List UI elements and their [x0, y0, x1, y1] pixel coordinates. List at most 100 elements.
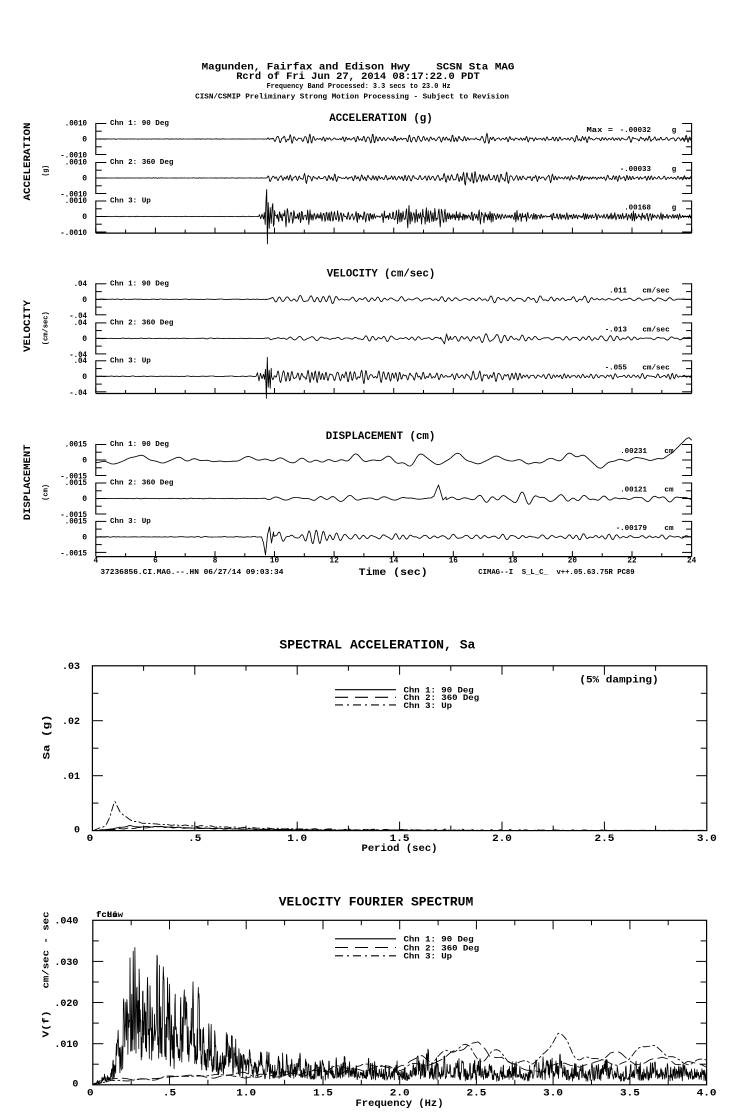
svg-text:4: 4	[94, 557, 99, 566]
svg-text:Chn 2: 360 Deg: Chn 2: 360 Deg	[404, 943, 480, 953]
svg-text:3.0: 3.0	[697, 833, 717, 845]
svg-text:2.5: 2.5	[467, 1087, 487, 1099]
svg-text:Frequency (Hz): Frequency (Hz)	[356, 1098, 444, 1110]
svg-text:1.5: 1.5	[313, 1087, 333, 1099]
svg-text:CIMAG--I S_L_C_ v++.05.63.75: CIMAG--I S_L_C_ v++.05.63.75R PC89	[478, 569, 635, 577]
svg-text:Max =: Max =	[587, 127, 614, 135]
svg-text:Chn 3: Up: Chn 3: Up	[110, 198, 151, 206]
svg-text:14: 14	[389, 557, 398, 566]
svg-text:.00168: .00168	[624, 205, 651, 213]
svg-text:0: 0	[82, 175, 87, 184]
svg-text:0: 0	[82, 457, 87, 466]
svg-text:3.0: 3.0	[543, 1087, 563, 1099]
svg-text:SPECTRAL ACCELERATION, Sa: SPECTRAL ACCELERATION, Sa	[279, 637, 475, 652]
svg-text:Chn 2: 360 Deg: Chn 2: 360 Deg	[110, 319, 174, 327]
svg-text:fcHi: fcHi	[96, 910, 118, 920]
svg-text:-.0015: -.0015	[60, 511, 87, 520]
svg-text:4.0: 4.0	[697, 1087, 717, 1099]
svg-text:ACCELERATION (g): ACCELERATION (g)	[329, 113, 433, 125]
svg-text:.0015: .0015	[65, 441, 87, 450]
svg-text:.030: .030	[54, 958, 78, 969]
svg-text:0: 0	[72, 1080, 78, 1091]
svg-text:.020: .020	[54, 999, 78, 1010]
svg-text:g: g	[672, 127, 677, 135]
svg-text:.5: .5	[188, 833, 201, 845]
svg-text:Chn 3: Up: Chn 3: Up	[110, 518, 151, 526]
svg-text:1.5: 1.5	[390, 833, 410, 845]
svg-text:DISPLACEMENT: DISPLACEMENT	[22, 445, 34, 521]
svg-text:1.0: 1.0	[236, 1087, 256, 1099]
svg-text:Chn 3: Up: Chn 3: Up	[404, 701, 453, 711]
svg-text:24: 24	[687, 557, 696, 566]
svg-text:cm/sec: cm/sec	[642, 364, 670, 372]
svg-text:-.055: -.055	[605, 364, 628, 372]
svg-text:Chn 2: 360 Deg: Chn 2: 360 Deg	[404, 693, 480, 703]
svg-text:cm: cm	[664, 487, 674, 495]
svg-text:.0015: .0015	[65, 479, 87, 488]
svg-text:-.04: -.04	[69, 312, 87, 321]
svg-text:16: 16	[449, 557, 458, 566]
svg-text:3.5: 3.5	[620, 1087, 640, 1099]
svg-text:.0010: .0010	[65, 120, 87, 129]
svg-text:VELOCITY (cm/sec): VELOCITY (cm/sec)	[327, 269, 435, 281]
svg-text:cm/sec: cm/sec	[642, 326, 670, 334]
svg-text:6: 6	[153, 557, 158, 566]
svg-text:.040: .040	[54, 917, 78, 928]
svg-text:.01: .01	[62, 772, 80, 783]
svg-text:-.0010: -.0010	[60, 229, 87, 238]
svg-text:1.0: 1.0	[287, 833, 307, 845]
svg-text:(g): (g)	[43, 165, 51, 177]
svg-text:cm/sec: cm/sec	[642, 287, 670, 295]
svg-text:0: 0	[87, 1087, 94, 1099]
svg-text:Magunden, Fairfax and Edison H: Magunden, Fairfax and Edison Hwy SCSN St…	[202, 61, 515, 73]
svg-text:.04: .04	[74, 280, 88, 289]
svg-text:2.0: 2.0	[390, 1087, 410, 1099]
svg-text:.0015: .0015	[65, 518, 87, 527]
svg-text:37236856.CI.MAG.--.HN 06/27/14: 37236856.CI.MAG.--.HN 06/27/14 09:03:34	[100, 569, 284, 577]
svg-text:fcLow: fcLow	[96, 910, 124, 920]
svg-text:.02: .02	[62, 717, 80, 728]
svg-text:Rcrd of Fri Jun 27, 2014 08:17: Rcrd of Fri Jun 27, 2014 08:17:22.0 PDT	[236, 71, 480, 83]
svg-text:g: g	[672, 205, 677, 213]
svg-text:cm/sec - sec: cm/sec - sec	[41, 912, 51, 989]
svg-text:(cm/sec): (cm/sec)	[43, 311, 51, 345]
svg-text:0: 0	[87, 833, 94, 845]
svg-text:-.04: -.04	[69, 389, 87, 398]
svg-text:2.5: 2.5	[595, 833, 615, 845]
svg-text:-.013: -.013	[605, 326, 628, 334]
svg-text:.010: .010	[54, 1040, 78, 1051]
svg-text:18: 18	[508, 557, 517, 566]
svg-text:0: 0	[82, 213, 87, 222]
svg-text:V(f): V(f)	[41, 1011, 51, 1038]
svg-text:(cm): (cm)	[43, 484, 51, 501]
svg-text:0: 0	[74, 826, 80, 837]
svg-text:12: 12	[330, 557, 339, 566]
svg-text:Chn 2: 360 Deg: Chn 2: 360 Deg	[110, 159, 174, 167]
svg-text:-.0010: -.0010	[60, 191, 87, 200]
svg-text:-.0010: -.0010	[60, 152, 87, 161]
svg-text:.03: .03	[62, 662, 80, 673]
svg-text:Chn 3: Up: Chn 3: Up	[404, 952, 453, 962]
svg-text:Chn 1: 90 Deg: Chn 1: 90 Deg	[404, 686, 474, 696]
svg-text:0: 0	[82, 495, 87, 504]
svg-text:-.00033: -.00033	[620, 166, 652, 174]
svg-text:ACCELERATION: ACCELERATION	[22, 123, 34, 201]
svg-text:Chn 2: 360 Deg: Chn 2: 360 Deg	[110, 480, 174, 488]
svg-text:(5% damping): (5% damping)	[579, 675, 658, 687]
svg-text:.011: .011	[609, 287, 627, 295]
svg-text:.04: .04	[74, 357, 88, 366]
svg-text:-.0015: -.0015	[60, 473, 87, 482]
svg-text:Sa (g): Sa (g)	[42, 715, 54, 760]
svg-text:.04: .04	[74, 319, 88, 328]
svg-text:Chn 1: 90 Deg: Chn 1: 90 Deg	[404, 935, 474, 945]
svg-text:Period (sec): Period (sec)	[362, 843, 438, 855]
svg-text:cm: cm	[664, 525, 674, 533]
svg-text:Chn 1: 90 Deg: Chn 1: 90 Deg	[110, 120, 169, 128]
svg-text:0: 0	[82, 136, 87, 145]
svg-text:-.0015: -.0015	[60, 550, 87, 559]
svg-text:.00231: .00231	[620, 448, 647, 456]
svg-text:.0010: .0010	[65, 159, 87, 168]
svg-text:8: 8	[213, 557, 218, 566]
svg-text:0: 0	[82, 534, 87, 543]
svg-text:0: 0	[82, 296, 87, 305]
